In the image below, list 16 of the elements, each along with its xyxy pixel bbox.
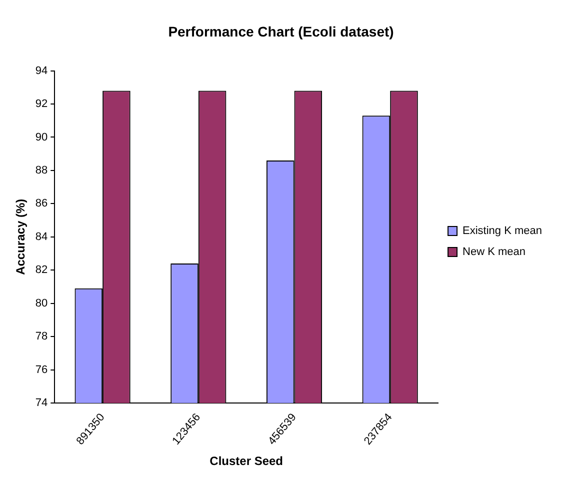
x-axis-title: Cluster Seed [210,454,284,468]
y-axis-title: Accuracy (%) [14,198,28,275]
y-tick-label: 76 [35,364,48,376]
y-tick-label: 84 [35,230,48,243]
y-tick-label: 94 [35,64,48,77]
y-tick-label: 78 [35,330,48,343]
y-tick-label: 80 [35,297,48,310]
legend-label: New K mean [462,246,526,258]
y-tick-label: 90 [35,131,48,144]
y-tick-label: 82 [35,264,48,276]
y-tick-label: 88 [35,164,48,176]
y-tick-label: 92 [35,98,48,110]
legend-label: Existing K mean [462,225,542,238]
chart-title: Performance Chart (Ecoli dataset) [168,23,394,40]
y-tick-label: 74 [35,397,48,410]
y-tick-label: 86 [35,198,48,210]
